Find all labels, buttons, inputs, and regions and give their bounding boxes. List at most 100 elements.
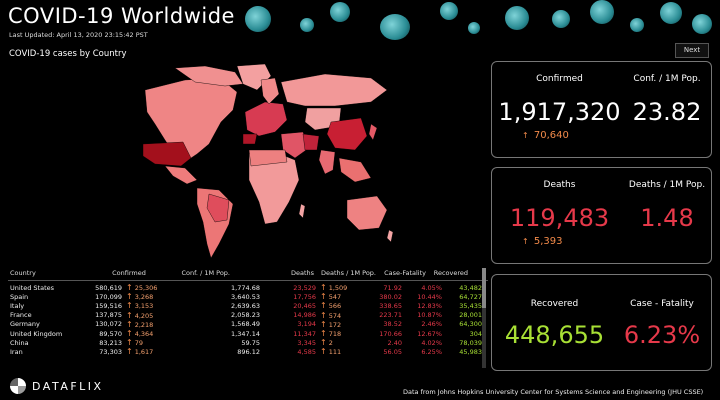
cell-deaths-delta: ↑ 1,509 bbox=[316, 283, 348, 292]
cell-conf-pop-text: 2,639.63 bbox=[231, 301, 260, 310]
virus-decoration-icon bbox=[300, 18, 314, 32]
cell-deaths-pop: 56.05 bbox=[348, 348, 402, 356]
cell-country-text: China bbox=[10, 338, 29, 347]
cell-case-fatality: 10.44% bbox=[402, 293, 442, 301]
country-table[interactable]: Country Confirmed Conf. / 1M Pop. Deaths… bbox=[8, 266, 488, 368]
confirmed-card: Confirmed 1,917,320 ↑ 70,640 Conf. / 1M … bbox=[491, 61, 712, 158]
cell-case-fatality: 12.67% bbox=[402, 330, 442, 338]
cell-conf-pop: 1,774.68 bbox=[170, 284, 260, 292]
cell-case-fatality-text: 12.83% bbox=[417, 301, 442, 310]
cell-recovered-text: 304 bbox=[469, 329, 482, 338]
map-region-southeast-asia bbox=[338, 157, 372, 183]
cell-case-fatality-text: 2.46% bbox=[421, 320, 442, 329]
virus-decoration-icon bbox=[505, 6, 529, 30]
cell-deaths-pop-text: 338.65 bbox=[379, 301, 402, 310]
col-deaths[interactable]: Deaths bbox=[290, 269, 314, 277]
arrow-up-icon: ↑ bbox=[320, 292, 327, 302]
cell-confirmed: 137,875 bbox=[88, 311, 122, 319]
cell-recovered: 35,435 bbox=[442, 302, 482, 310]
cell-confirmed-delta: ↑ 1,617 bbox=[122, 347, 170, 356]
cell-confirmed-delta: ↑ 3,268 bbox=[122, 292, 170, 301]
cell-confirmed-delta-text: 3,153 bbox=[134, 302, 154, 311]
confirmed-value: 1,917,320 bbox=[498, 98, 621, 126]
map-title: COVID-19 cases by Country bbox=[9, 49, 127, 59]
cell-deaths-text: 20,465 bbox=[293, 301, 316, 310]
next-button[interactable]: Next bbox=[675, 43, 709, 58]
cell-conf-pop-text: 1,568.49 bbox=[231, 320, 260, 329]
cell-confirmed-delta-text: 1,617 bbox=[134, 348, 154, 357]
table-row[interactable]: United States 580,619 ↑ 25,306 1,774.68 23,52… bbox=[8, 283, 488, 292]
arrow-up-icon: ↑ bbox=[320, 283, 327, 293]
virus-decoration-icon bbox=[552, 10, 570, 28]
table-row[interactable]: China 83,213 ↑ 79 59.75 3,345 ↑ 2 2.40 4.02% 78,03… bbox=[8, 338, 488, 347]
recovered-label: Recovered bbox=[530, 299, 579, 309]
deaths-value: 119,483 bbox=[509, 204, 610, 232]
scroll-thumb[interactable] bbox=[482, 268, 486, 308]
arrow-up-icon: ↑ bbox=[320, 347, 327, 357]
deaths-card: Deaths 119,483 ↑ 5,393 Deaths / 1M Pop. … bbox=[491, 167, 712, 264]
cell-confirmed: 89,570 bbox=[88, 330, 122, 338]
virus-decoration-icon bbox=[440, 2, 458, 20]
virus-decoration-icon bbox=[590, 0, 614, 24]
cell-confirmed: 83,213 bbox=[88, 339, 122, 347]
cell-deaths-delta: ↑ 111 bbox=[316, 347, 348, 356]
cell-deaths-delta: ↑ 574 bbox=[316, 311, 348, 320]
cell-deaths-pop-text: 38.52 bbox=[383, 320, 402, 329]
virus-decoration-icon bbox=[630, 18, 644, 32]
cell-deaths-delta-text: 574 bbox=[328, 311, 342, 320]
virus-decoration-icon bbox=[660, 2, 682, 24]
table-row[interactable]: France 137,875 ↑ 4,205 2,058.23 14,986 ↑ 574 223… bbox=[8, 311, 488, 320]
table-body: United States 580,619 ↑ 25,306 1,774.68 23,52… bbox=[8, 281, 488, 357]
world-map[interactable] bbox=[125, 62, 395, 262]
cell-deaths-pop-text: 71.92 bbox=[383, 283, 402, 292]
map-region-scandinavia bbox=[260, 77, 280, 105]
cell-confirmed-delta: ↑ 4,364 bbox=[122, 329, 170, 338]
col-case-fatality[interactable]: Case-Fatality bbox=[384, 269, 426, 277]
cell-country: Iran bbox=[8, 348, 88, 356]
cell-case-fatality-text: 10.87% bbox=[417, 311, 442, 320]
col-confirmed[interactable]: Confirmed bbox=[112, 269, 146, 277]
table-header: Country Confirmed Conf. / 1M Pop. Deaths… bbox=[8, 266, 488, 281]
virus-decoration-icon bbox=[245, 6, 271, 32]
table-row[interactable]: Italy 159,516 ↑ 3,153 2,639.63 20,465 ↑ 566 338.… bbox=[8, 301, 488, 310]
cell-country: Spain bbox=[8, 293, 88, 301]
arrow-up-icon: ↑ bbox=[126, 301, 133, 311]
confirmed-delta: ↑ 70,640 bbox=[522, 130, 569, 141]
deaths-pop-label: Deaths / 1M Pop. bbox=[628, 180, 706, 190]
table-scrollbar[interactable] bbox=[482, 268, 486, 368]
cell-deaths-delta-text: 111 bbox=[328, 348, 342, 357]
cell-recovered: 78,039 bbox=[442, 339, 482, 347]
cell-country-text: United Kingdom bbox=[10, 329, 63, 338]
col-deaths-pop[interactable]: Deaths / 1M Pop. bbox=[320, 269, 376, 277]
cell-deaths-pop: 170.66 bbox=[348, 330, 402, 338]
table-row[interactable]: United Kingdom 89,570 ↑ 4,364 1,347.14 11,347… bbox=[8, 329, 488, 338]
cell-deaths-pop: 2.40 bbox=[348, 339, 402, 347]
arrow-up-icon: ↑ bbox=[320, 338, 327, 348]
cell-confirmed-delta: ↑ 2,218 bbox=[122, 320, 170, 329]
recovered-value: 448,655 bbox=[504, 321, 605, 349]
cell-deaths-delta-text: 2 bbox=[328, 339, 333, 348]
cell-confirmed-delta-text: 3,268 bbox=[134, 293, 154, 302]
arrow-up-icon: ↑ bbox=[126, 283, 133, 293]
col-conf-pop[interactable]: Conf. / 1M Pop. bbox=[181, 269, 230, 277]
cell-confirmed-delta-text: 2,218 bbox=[134, 320, 154, 329]
table-row[interactable]: Germany 130,072 ↑ 2,218 1,568.49 3,194 ↑ 172 38.… bbox=[8, 320, 488, 329]
table-row[interactable]: Iran 73,303 ↑ 1,617 896.12 4,585 ↑ 111 56.05 6.25… bbox=[8, 347, 488, 356]
cell-deaths: 20,465 bbox=[260, 302, 316, 310]
deaths-delta-value: 5,393 bbox=[533, 236, 563, 247]
cell-deaths-text: 3,194 bbox=[297, 320, 316, 329]
col-country[interactable]: Country bbox=[10, 269, 36, 277]
cell-country: France bbox=[8, 311, 88, 319]
cell-case-fatality-text: 12.67% bbox=[417, 329, 442, 338]
table-row[interactable]: Spain 170,099 ↑ 3,268 3,640.53 17,756 ↑ 547 380.… bbox=[8, 292, 488, 301]
cell-case-fatality: 4.05% bbox=[402, 284, 442, 292]
cell-deaths-pop-text: 380.02 bbox=[379, 292, 402, 301]
col-recovered[interactable]: Recovered bbox=[433, 269, 468, 277]
cell-deaths-pop-text: 170.66 bbox=[379, 329, 402, 338]
cell-confirmed-delta: ↑ 4,205 bbox=[122, 311, 170, 320]
cell-confirmed-delta: ↑ 79 bbox=[122, 338, 170, 347]
cell-deaths-pop: 71.92 bbox=[348, 284, 402, 292]
cell-deaths: 3,345 bbox=[260, 339, 316, 347]
cell-recovered: 304 bbox=[442, 330, 482, 338]
map-region-mexico bbox=[164, 165, 198, 185]
